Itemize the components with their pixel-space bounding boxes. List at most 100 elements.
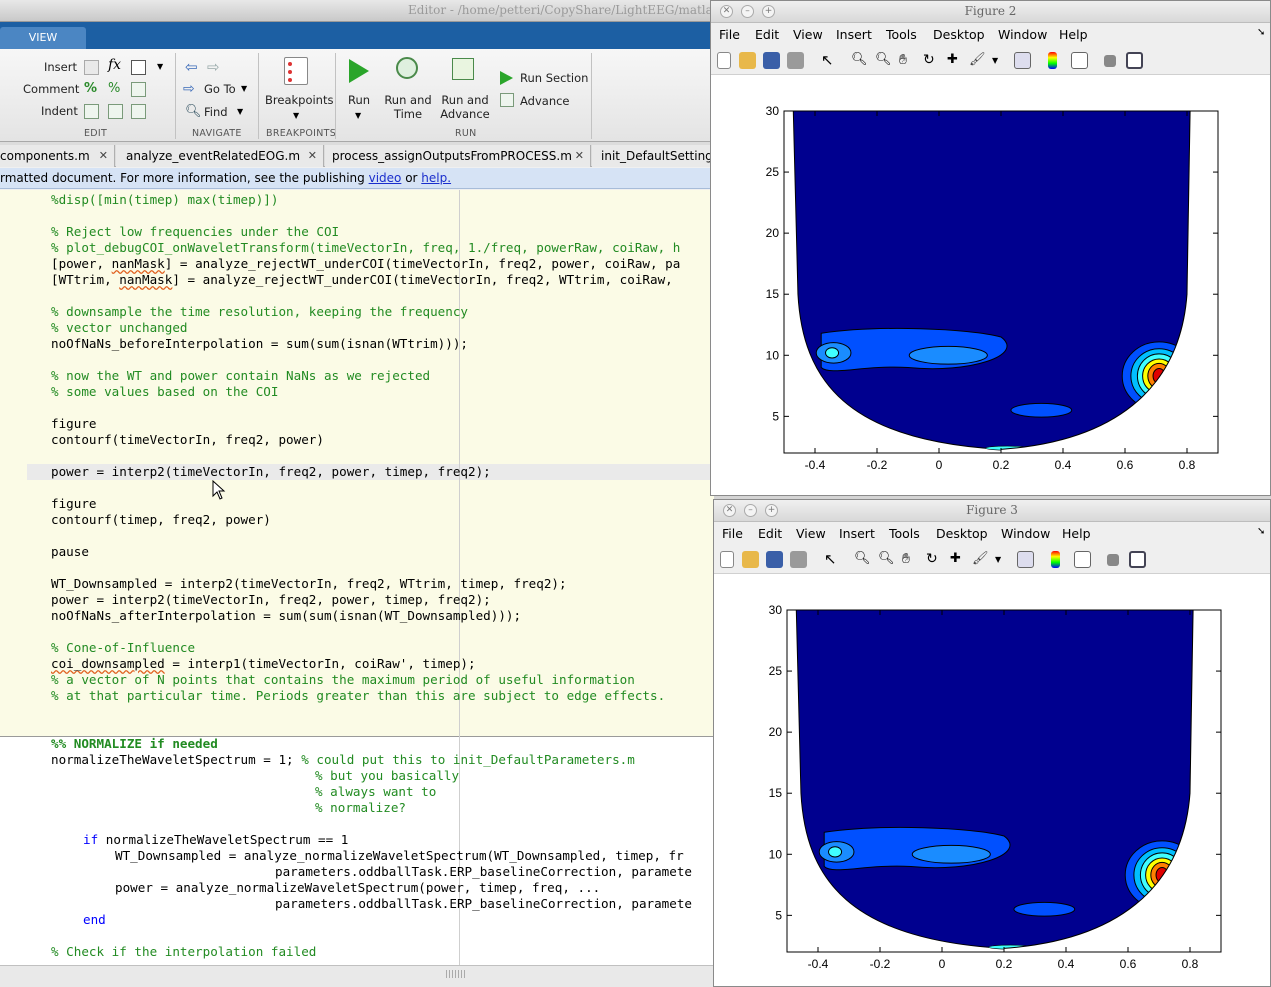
- doc-tab[interactable]: init_DefaultSettings: [592, 145, 714, 167]
- menu-tools[interactable]: Tools: [886, 27, 917, 42]
- menu-window[interactable]: Window: [998, 27, 1048, 42]
- menu-desktop[interactable]: Desktop: [936, 526, 988, 541]
- legend-icon[interactable]: [1071, 52, 1088, 69]
- legend-icon[interactable]: [1074, 551, 1091, 568]
- minimize-icon[interactable]: –: [741, 5, 754, 18]
- contour-plot[interactable]: -0.4 -0.2 0 0.2 0.4 0.6 0.8 5 10 15 20 25 30: [711, 76, 1270, 496]
- run-and-advance-icon[interactable]: [452, 58, 474, 80]
- menu-help[interactable]: Help: [1059, 27, 1088, 42]
- link-plot-icon[interactable]: [1014, 52, 1031, 69]
- menu-help[interactable]: Help: [1062, 526, 1091, 541]
- zoom-out-icon[interactable]: 🔍︎: [878, 551, 895, 566]
- minimize-icon[interactable]: –: [744, 504, 757, 517]
- advance-icon[interactable]: [500, 93, 514, 107]
- save-icon[interactable]: [763, 52, 780, 69]
- advance-button[interactable]: Advance: [520, 94, 570, 108]
- run-section-button[interactable]: Run Section: [520, 71, 589, 85]
- rotate-3d-icon[interactable]: ↻: [923, 52, 935, 68]
- open-file-icon[interactable]: [739, 52, 756, 69]
- menu-edit[interactable]: Edit: [755, 27, 780, 42]
- save-icon[interactable]: [766, 551, 783, 568]
- open-file-icon[interactable]: [742, 551, 759, 568]
- doc-tab[interactable]: analyze_eventRelatedEOG.m ✕: [116, 145, 324, 167]
- uncomment-icon[interactable]: %: [108, 81, 121, 96]
- insert-label[interactable]: Insert: [44, 60, 77, 74]
- close-icon[interactable]: ✕: [307, 149, 317, 162]
- menu-view[interactable]: View: [793, 27, 823, 42]
- dock-arrow-icon[interactable]: ➘: [1257, 526, 1266, 537]
- close-icon[interactable]: ✕: [723, 504, 736, 517]
- outdent-icon[interactable]: [131, 104, 146, 119]
- goto-button[interactable]: Go To: [204, 82, 236, 96]
- dock-arrow-icon[interactable]: ➘: [1257, 27, 1266, 38]
- new-figure-icon[interactable]: [720, 551, 734, 568]
- link-plot-icon[interactable]: [1017, 551, 1034, 568]
- maximize-icon[interactable]: +: [762, 5, 775, 18]
- run-and-time-icon[interactable]: [396, 57, 418, 79]
- menu-tools[interactable]: Tools: [889, 526, 920, 541]
- show-plot-tools-icon[interactable]: [1126, 52, 1143, 69]
- hide-plot-tools-icon[interactable]: [1107, 554, 1119, 566]
- hide-plot-tools-icon[interactable]: [1104, 55, 1116, 67]
- smart-indent-icon[interactable]: [84, 104, 99, 119]
- indent-icon[interactable]: [108, 104, 123, 119]
- menu-edit[interactable]: Edit: [758, 526, 783, 541]
- comment-label[interactable]: Comment: [23, 82, 80, 96]
- insert-dropdown-icon[interactable]: ▼: [157, 62, 164, 71]
- new-figure-icon[interactable]: [717, 52, 731, 69]
- menu-view[interactable]: View: [796, 526, 826, 541]
- breakpoints-dropdown-icon[interactable]: ▼: [293, 111, 300, 120]
- breakpoints-button[interactable]: Breakpoints: [265, 93, 334, 107]
- print-icon[interactable]: [790, 551, 807, 568]
- menu-insert[interactable]: Insert: [836, 27, 872, 42]
- print-icon[interactable]: [787, 52, 804, 69]
- video-link[interactable]: video: [368, 171, 402, 185]
- zoom-in-icon[interactable]: 🔍︎: [851, 52, 868, 67]
- pan-hand-icon[interactable]: ✋︎: [902, 551, 910, 567]
- data-cursor-icon[interactable]: ✚: [950, 551, 961, 566]
- code-editor[interactable]: %disp([min(timep) max(timep)]) % Reject …: [0, 190, 714, 965]
- zoom-out-icon[interactable]: 🔍︎: [875, 52, 892, 67]
- comment-icon[interactable]: %: [84, 81, 98, 96]
- menu-file[interactable]: File: [722, 526, 743, 541]
- goto-icon[interactable]: ⇨: [183, 81, 195, 97]
- help-link[interactable]: help.: [421, 171, 452, 185]
- close-icon[interactable]: ✕: [574, 149, 584, 162]
- brush-dropdown-icon[interactable]: ▼: [992, 56, 999, 65]
- run-button[interactable]: Run: [347, 93, 371, 107]
- edit-plot-arrow-icon[interactable]: ↖: [821, 51, 834, 69]
- tab-view[interactable]: VIEW: [0, 27, 86, 49]
- breakpoints-icon[interactable]: [284, 57, 308, 85]
- doc-tab[interactable]: process_assignOutputsFromPROCESS.m ✕: [325, 145, 591, 167]
- fx-icon[interactable]: fx: [108, 57, 122, 73]
- close-icon[interactable]: ✕: [720, 5, 733, 18]
- run-icon[interactable]: [349, 59, 369, 83]
- contour-plot[interactable]: -0.4 -0.2 0 0.2 0.4 0.6 0.8 5 10 15 20 25 30: [714, 575, 1270, 987]
- menu-desktop[interactable]: Desktop: [933, 27, 985, 42]
- run-and-advance-button[interactable]: Run and Advance: [440, 93, 490, 121]
- horizontal-scrollbar[interactable]: [0, 965, 714, 987]
- find-dropdown-icon[interactable]: ▼: [237, 107, 244, 116]
- find-icon[interactable]: 🔍︎: [185, 104, 202, 119]
- maximize-icon[interactable]: +: [765, 504, 778, 517]
- insert-section-icon[interactable]: [84, 60, 99, 75]
- find-button[interactable]: Find: [204, 105, 228, 119]
- pan-hand-icon[interactable]: ✋︎: [899, 52, 907, 68]
- zoom-in-icon[interactable]: 🔍︎: [854, 551, 871, 566]
- menu-file[interactable]: File: [719, 27, 740, 42]
- rotate-3d-icon[interactable]: ↻: [926, 551, 938, 567]
- menu-insert[interactable]: Insert: [839, 526, 875, 541]
- brush-icon[interactable]: 🖌︎: [972, 551, 989, 566]
- data-cursor-icon[interactable]: ✚: [947, 52, 958, 67]
- brush-dropdown-icon[interactable]: ▼: [995, 555, 1002, 564]
- goto-dropdown-icon[interactable]: ▼: [241, 84, 248, 93]
- forward-arrow-icon[interactable]: ⇨: [207, 58, 220, 76]
- close-icon[interactable]: ✕: [98, 149, 108, 162]
- doc-tab[interactable]: components.m ✕: [0, 145, 115, 167]
- indent-label[interactable]: Indent: [41, 104, 78, 118]
- edit-plot-arrow-icon[interactable]: ↖: [824, 550, 837, 568]
- wrap-comments-icon[interactable]: [131, 82, 146, 97]
- menu-window[interactable]: Window: [1001, 526, 1051, 541]
- run-and-time-button[interactable]: Run and Time: [384, 93, 432, 121]
- colorbar-icon[interactable]: [1051, 551, 1060, 568]
